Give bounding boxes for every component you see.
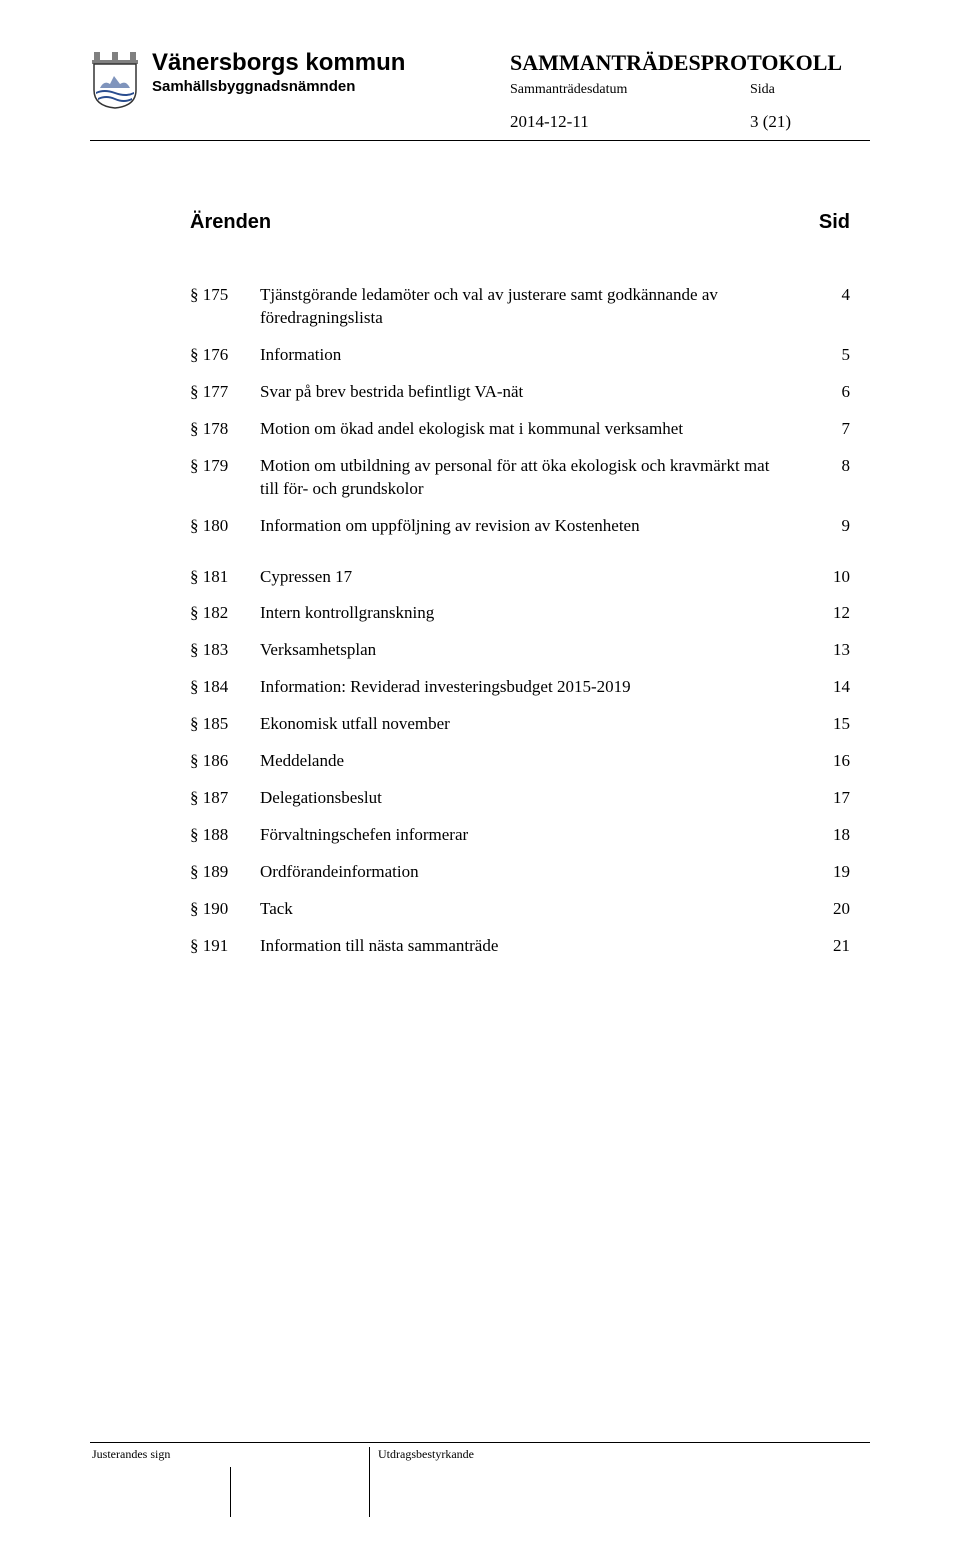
footer-left-label: Justerandes sign bbox=[92, 1447, 170, 1461]
header-row: Vänersborgs kommun Samhällsbyggnadsnämnd… bbox=[90, 50, 870, 132]
toc-item-number: § 181 bbox=[190, 566, 260, 589]
toc-row: § 180Information om uppföljning av revis… bbox=[190, 515, 850, 538]
logo-block: Vänersborgs kommun Samhällsbyggnadsnämnd… bbox=[90, 50, 510, 110]
toc-item-desc: Information om uppföljning av revision a… bbox=[260, 515, 810, 538]
toc-item-page: 18 bbox=[810, 824, 850, 847]
protocol-title: SAMMANTRÄDESPROTOKOLL bbox=[510, 50, 870, 76]
municipal-crest-icon bbox=[90, 50, 140, 110]
footer-right-label: Utdragsbestyrkande bbox=[378, 1447, 474, 1461]
toc-row: § 181Cypressen 1710 bbox=[190, 566, 850, 589]
footer-inner-divider bbox=[230, 1467, 231, 1517]
footer-row: Justerandes sign Utdragsbestyrkande bbox=[90, 1447, 870, 1517]
toc-item-desc: Information bbox=[260, 344, 810, 367]
toc-row: § 190Tack20 bbox=[190, 898, 850, 921]
toc-row: § 188Förvaltningschefen informerar18 bbox=[190, 824, 850, 847]
toc-item-desc: Ekonomisk utfall november bbox=[260, 713, 810, 736]
toc-row: § 178Motion om ökad andel ekologisk mat … bbox=[190, 418, 850, 441]
toc-item-number: § 180 bbox=[190, 515, 260, 538]
toc-row: § 176Information5 bbox=[190, 344, 850, 367]
toc-body: § 175Tjänstgörande ledamöter och val av … bbox=[190, 284, 850, 958]
org-name: Vänersborgs kommun bbox=[152, 50, 405, 76]
content-area: Ärenden Sid § 175Tjänstgörande ledamöter… bbox=[90, 211, 870, 958]
toc-item-page: 10 bbox=[810, 566, 850, 589]
meta-side-label: Sida bbox=[750, 82, 830, 98]
toc-item-desc: Svar på brev bestrida befintligt VA-nät bbox=[260, 381, 810, 404]
toc-row: § 182Intern kontrollgranskning12 bbox=[190, 602, 850, 625]
toc-item-page: 7 bbox=[810, 418, 850, 441]
toc-item-page: 8 bbox=[810, 455, 850, 501]
footer-right-cell: Utdragsbestyrkande bbox=[370, 1447, 870, 1517]
date-value: 2014-12-11 bbox=[510, 112, 750, 132]
toc-item-page: 6 bbox=[810, 381, 850, 404]
toc-row: § 184Information: Reviderad investerings… bbox=[190, 676, 850, 699]
toc-row: § 187Delegationsbeslut17 bbox=[190, 787, 850, 810]
toc-row: § 189Ordförandeinformation19 bbox=[190, 861, 850, 884]
toc-item-desc: Information till nästa sammanträde bbox=[260, 935, 810, 958]
toc-row: § 177Svar på brev bestrida befintligt VA… bbox=[190, 381, 850, 404]
meta-date-label: Sammanträdesdatum bbox=[510, 82, 750, 98]
toc-item-number: § 179 bbox=[190, 455, 260, 501]
toc-title-row: Ärenden Sid bbox=[190, 211, 850, 234]
toc-item-page: 4 bbox=[810, 284, 850, 330]
toc-item-number: § 177 bbox=[190, 381, 260, 404]
toc-item-number: § 185 bbox=[190, 713, 260, 736]
toc-item-page: 5 bbox=[810, 344, 850, 367]
toc-item-number: § 187 bbox=[190, 787, 260, 810]
toc-item-number: § 188 bbox=[190, 824, 260, 847]
toc-item-number: § 175 bbox=[190, 284, 260, 330]
footer-left-cell: Justerandes sign bbox=[90, 1447, 370, 1517]
toc-item-number: § 186 bbox=[190, 750, 260, 773]
toc-item-desc: Tjänstgörande ledamöter och val av juste… bbox=[260, 284, 810, 330]
toc-item-page: 9 bbox=[810, 515, 850, 538]
toc-item-page: 17 bbox=[810, 787, 850, 810]
org-block: Vänersborgs kommun Samhällsbyggnadsnämnd… bbox=[152, 50, 405, 95]
toc-item-desc: Förvaltningschefen informerar bbox=[260, 824, 810, 847]
meta-labels-row: Sammanträdesdatum Sida bbox=[510, 82, 870, 98]
toc-item-number: § 183 bbox=[190, 639, 260, 662]
toc-item-page: 15 bbox=[810, 713, 850, 736]
toc-item-desc: Motion om ökad andel ekologisk mat i kom… bbox=[260, 418, 810, 441]
toc-item-desc: Delegationsbeslut bbox=[260, 787, 810, 810]
toc-item-number: § 190 bbox=[190, 898, 260, 921]
header-rule bbox=[90, 140, 870, 141]
toc-row: § 183Verksamhetsplan13 bbox=[190, 639, 850, 662]
toc-item-number: § 176 bbox=[190, 344, 260, 367]
toc-item-number: § 182 bbox=[190, 602, 260, 625]
toc-gap bbox=[190, 552, 850, 566]
toc-item-page: 13 bbox=[810, 639, 850, 662]
toc-item-desc: Verksamhetsplan bbox=[260, 639, 810, 662]
toc-item-desc: Cypressen 17 bbox=[260, 566, 810, 589]
toc-row: § 185Ekonomisk utfall november15 bbox=[190, 713, 850, 736]
toc-row: § 179Motion om utbildning av personal fö… bbox=[190, 455, 850, 501]
toc-item-number: § 184 bbox=[190, 676, 260, 699]
toc-item-number: § 189 bbox=[190, 861, 260, 884]
toc-item-page: 20 bbox=[810, 898, 850, 921]
toc-item-page: 21 bbox=[810, 935, 850, 958]
toc-item-number: § 191 bbox=[190, 935, 260, 958]
toc-item-page: 12 bbox=[810, 602, 850, 625]
right-header: SAMMANTRÄDESPROTOKOLL Sammanträdesdatum … bbox=[510, 50, 870, 132]
page-value: 3 (21) bbox=[750, 112, 830, 132]
toc-item-desc: Tack bbox=[260, 898, 810, 921]
toc-item-desc: Meddelande bbox=[260, 750, 810, 773]
meta-values-row: 2014-12-11 3 (21) bbox=[510, 112, 870, 132]
toc-item-page: 16 bbox=[810, 750, 850, 773]
toc-item-desc: Ordförandeinformation bbox=[260, 861, 810, 884]
footer-rule bbox=[90, 1442, 870, 1443]
toc-item-page: 14 bbox=[810, 676, 850, 699]
toc-page-col-header: Sid bbox=[790, 211, 850, 234]
toc-title: Ärenden bbox=[190, 211, 790, 234]
committee-name: Samhällsbyggnadsnämnden bbox=[152, 78, 405, 95]
toc-row: § 175Tjänstgörande ledamöter och val av … bbox=[190, 284, 850, 330]
toc-item-number: § 178 bbox=[190, 418, 260, 441]
toc-item-desc: Intern kontrollgranskning bbox=[260, 602, 810, 625]
footer: Justerandes sign Utdragsbestyrkande bbox=[90, 1442, 870, 1517]
toc-item-desc: Information: Reviderad investeringsbudge… bbox=[260, 676, 810, 699]
toc-row: § 191Information till nästa sammanträde2… bbox=[190, 935, 850, 958]
toc-item-desc: Motion om utbildning av personal för att… bbox=[260, 455, 810, 501]
toc-row: § 186Meddelande16 bbox=[190, 750, 850, 773]
toc-item-page: 19 bbox=[810, 861, 850, 884]
